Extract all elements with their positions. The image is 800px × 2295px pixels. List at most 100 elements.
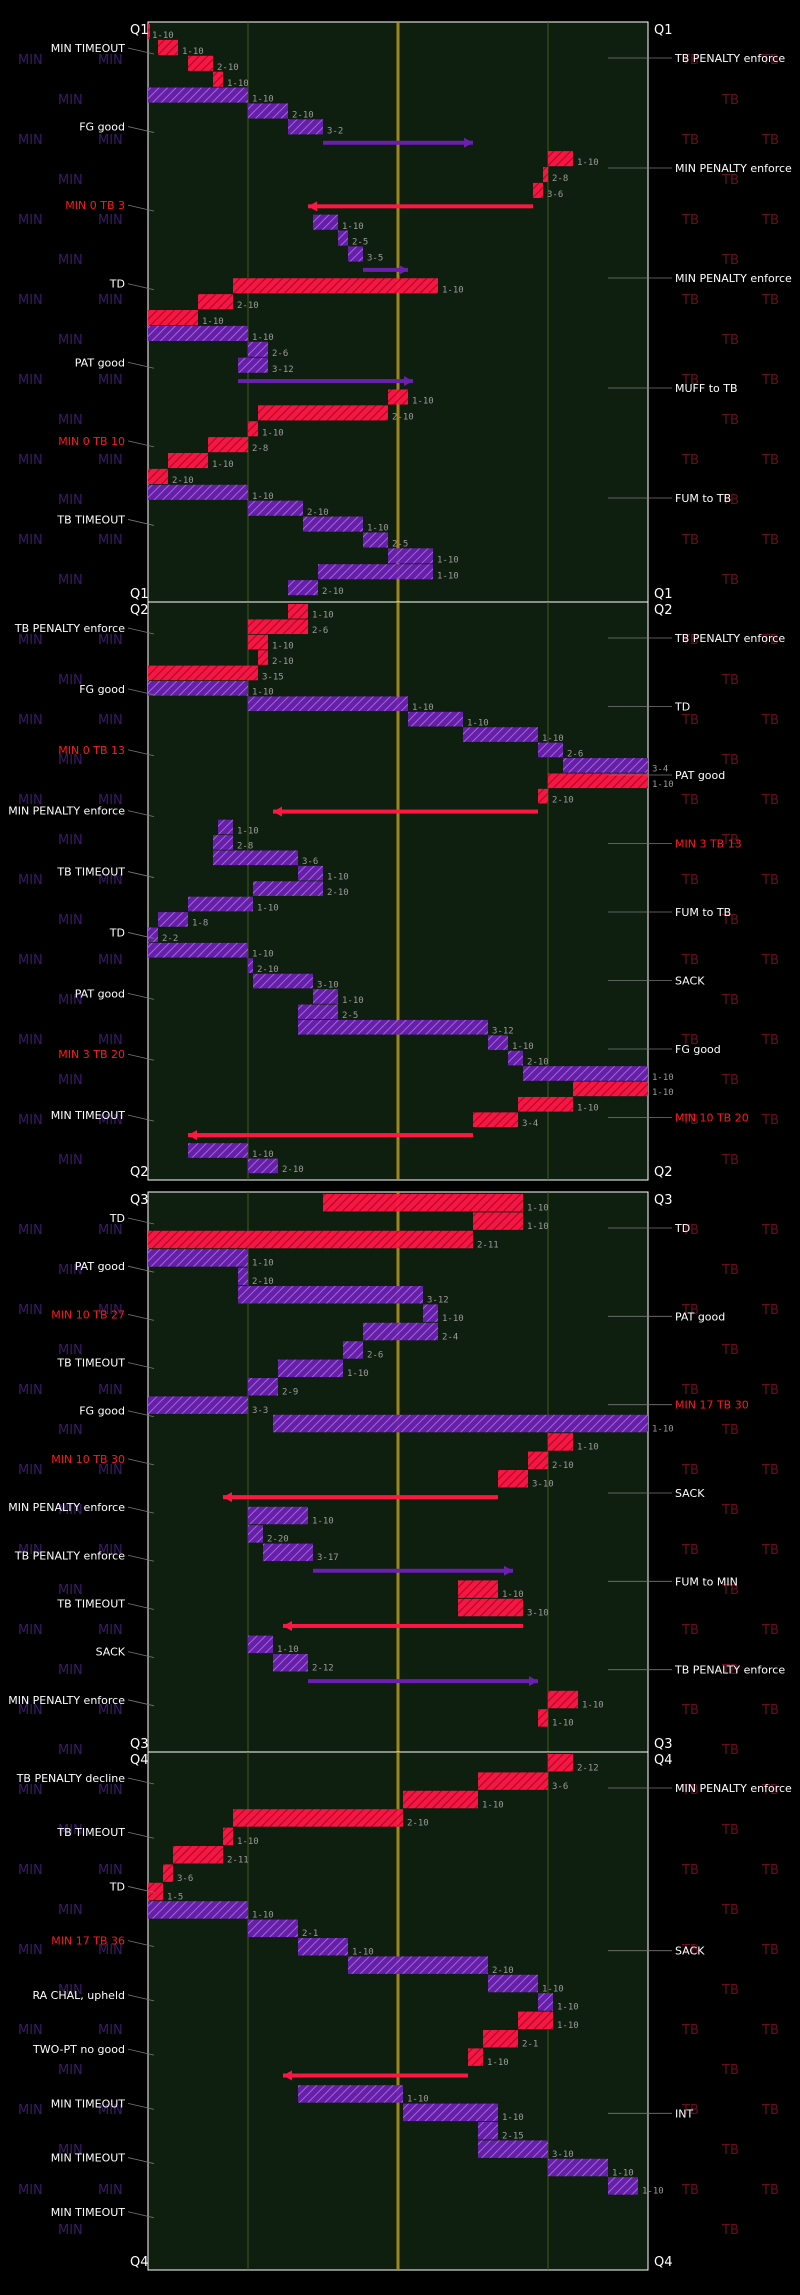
endzone-watermark-left: MIN xyxy=(18,533,43,548)
endzone-watermark-left: MIN xyxy=(18,2103,43,2118)
endzone-watermark-left: MIN xyxy=(18,1783,43,1798)
endzone-watermark-left: MIN xyxy=(58,1823,83,1838)
event-leader-line xyxy=(127,627,155,635)
endzone-watermark-left: MIN xyxy=(98,1113,123,1128)
down-distance-label: 2-12 xyxy=(312,1663,334,1673)
endzone-watermark-left: MIN xyxy=(58,1743,83,1758)
down-distance-label: 1-10 xyxy=(412,397,434,407)
endzone-watermark-right: TB xyxy=(681,793,699,808)
down-distance-label: 1-10 xyxy=(312,1516,334,1526)
quarter-label-bottom-left: Q4 xyxy=(130,2255,149,2270)
play-bar xyxy=(288,119,323,135)
endzone-watermark-left: MIN xyxy=(18,293,43,308)
event-label-left: MIN 0 TB 10 xyxy=(58,435,125,448)
drive-min: 1-101-101-101-102-63-4 xyxy=(148,681,668,775)
event-label-left: MIN 3 TB 20 xyxy=(58,1048,125,1061)
endzone-watermark-right: TB xyxy=(681,1303,699,1318)
quarter-label-bottom-right: Q1 xyxy=(654,587,673,602)
play-bar xyxy=(288,604,308,619)
down-distance-label: 1-10 xyxy=(527,1203,549,1213)
endzone-watermark-left: MIN xyxy=(98,2183,123,2198)
endzone-watermark-left: MIN xyxy=(18,1703,43,1718)
drive-min: 1-10 2-6 3-12 xyxy=(148,325,413,387)
play-bar xyxy=(148,310,198,326)
event-leader-line xyxy=(127,749,155,757)
down-distance-label: 3-17 xyxy=(317,1553,339,1563)
down-distance-label: 2-10 xyxy=(492,1966,514,1976)
event-label-right: FG good xyxy=(675,1043,721,1056)
drive-min: 1-10 2-20 3-17 xyxy=(248,1506,513,1576)
event-leader-line xyxy=(127,992,155,1000)
down-distance-label: 2-11 xyxy=(477,1240,499,1250)
play-bar xyxy=(148,1882,163,1901)
down-distance-label: 1-10 xyxy=(252,333,274,343)
down-distance-label: 1-10 xyxy=(237,1837,259,1847)
endzone-watermark-left: MIN xyxy=(98,1383,123,1398)
down-distance-label: 1-10 xyxy=(312,611,334,621)
event-label-left: TB TIMEOUT xyxy=(56,513,125,526)
down-distance-label: 2-1 xyxy=(302,1929,318,1939)
play-bar xyxy=(253,881,323,896)
down-distance-label: 1-10 xyxy=(467,718,489,728)
play-bar xyxy=(188,55,213,71)
endzone-watermark-left: MIN xyxy=(18,1943,43,1958)
down-distance-label: 1-10 xyxy=(577,1443,599,1453)
endzone-watermark-right: TB xyxy=(761,1033,779,1048)
endzone-watermark-right: TB xyxy=(721,1903,739,1918)
play-bar xyxy=(403,2103,498,2122)
down-distance-label: 2-6 xyxy=(367,1351,383,1361)
endzone-watermark-right: TB xyxy=(761,2103,779,2118)
event-label-right: MIN 3 TB 13 xyxy=(675,838,742,851)
event-leader-line xyxy=(127,2211,155,2219)
endzone-watermark-right: TB xyxy=(681,1863,699,1878)
endzone-watermark-left: MIN xyxy=(58,833,83,848)
play-bar xyxy=(273,1414,648,1433)
endzone-watermark-right: TB xyxy=(761,713,779,728)
quarter-label-left: Q1 xyxy=(130,23,149,38)
down-distance-label: 1-10 xyxy=(202,317,224,327)
event-label-left: MIN 17 TB 36 xyxy=(51,1935,125,1948)
drive-tb: 1-10 1-10 xyxy=(538,1690,604,1729)
endzone-watermark-right: TB xyxy=(681,1463,699,1478)
play-bar xyxy=(318,564,433,580)
endzone-watermark-right: TB xyxy=(721,1073,739,1088)
endzone-watermark-right: TB xyxy=(721,2223,739,2238)
endzone-watermark-right: TB xyxy=(761,1943,779,1958)
event-label-left: MIN 0 TB 3 xyxy=(65,199,125,212)
play-bar xyxy=(148,87,248,103)
play-bar xyxy=(343,1341,363,1359)
endzone-watermark-left: MIN xyxy=(18,953,43,968)
event-label-left: MIN 0 TB 13 xyxy=(58,744,125,757)
event-label-right: MUFF to TB xyxy=(675,382,738,395)
down-distance-label: 3-2 xyxy=(327,126,343,136)
down-distance-label: 3-6 xyxy=(552,1782,568,1792)
play-bar xyxy=(198,294,233,310)
down-distance-label: 1-10 xyxy=(652,1088,674,1098)
endzone-watermark-right: TB xyxy=(721,93,739,108)
play-bar xyxy=(263,1543,313,1562)
event-leader-line xyxy=(127,1265,155,1273)
event-label-left: MIN 10 TB 27 xyxy=(51,1308,125,1321)
play-bar xyxy=(313,214,338,230)
endzone-watermark-right: TB xyxy=(761,373,779,388)
drive-min: 1-102-103-101-102-53-121-102-101-10 xyxy=(148,942,674,1083)
endzone-watermark-left: MIN xyxy=(98,2103,123,2118)
down-distance-label: 3-6 xyxy=(177,1874,193,1884)
event-label-right: FUM to MIN xyxy=(675,1575,738,1588)
endzone-watermark-left: MIN xyxy=(98,453,123,468)
endzone-watermark-right: TB xyxy=(721,253,739,268)
kick-arrow-head xyxy=(223,1492,232,1503)
event-label-left: MIN PENALTY enforce xyxy=(8,805,125,818)
down-distance-label: 1-10 xyxy=(577,1104,599,1114)
endzone-watermark-left: MIN xyxy=(58,1983,83,1998)
play-bar xyxy=(278,1359,343,1378)
down-distance-label: 1-10 xyxy=(277,1645,299,1655)
down-distance-label: 1-10 xyxy=(412,703,434,713)
event-label-left: FG good xyxy=(79,683,125,696)
down-distance-label: 1-10 xyxy=(502,2113,524,2123)
endzone-watermark-right: TB xyxy=(721,993,739,1008)
down-distance-label: 1-10 xyxy=(652,780,674,790)
down-distance-label: 2-1 xyxy=(522,2039,538,2049)
down-distance-label: 2-8 xyxy=(252,444,268,454)
endzone-watermark-left: MIN xyxy=(98,1943,123,1958)
